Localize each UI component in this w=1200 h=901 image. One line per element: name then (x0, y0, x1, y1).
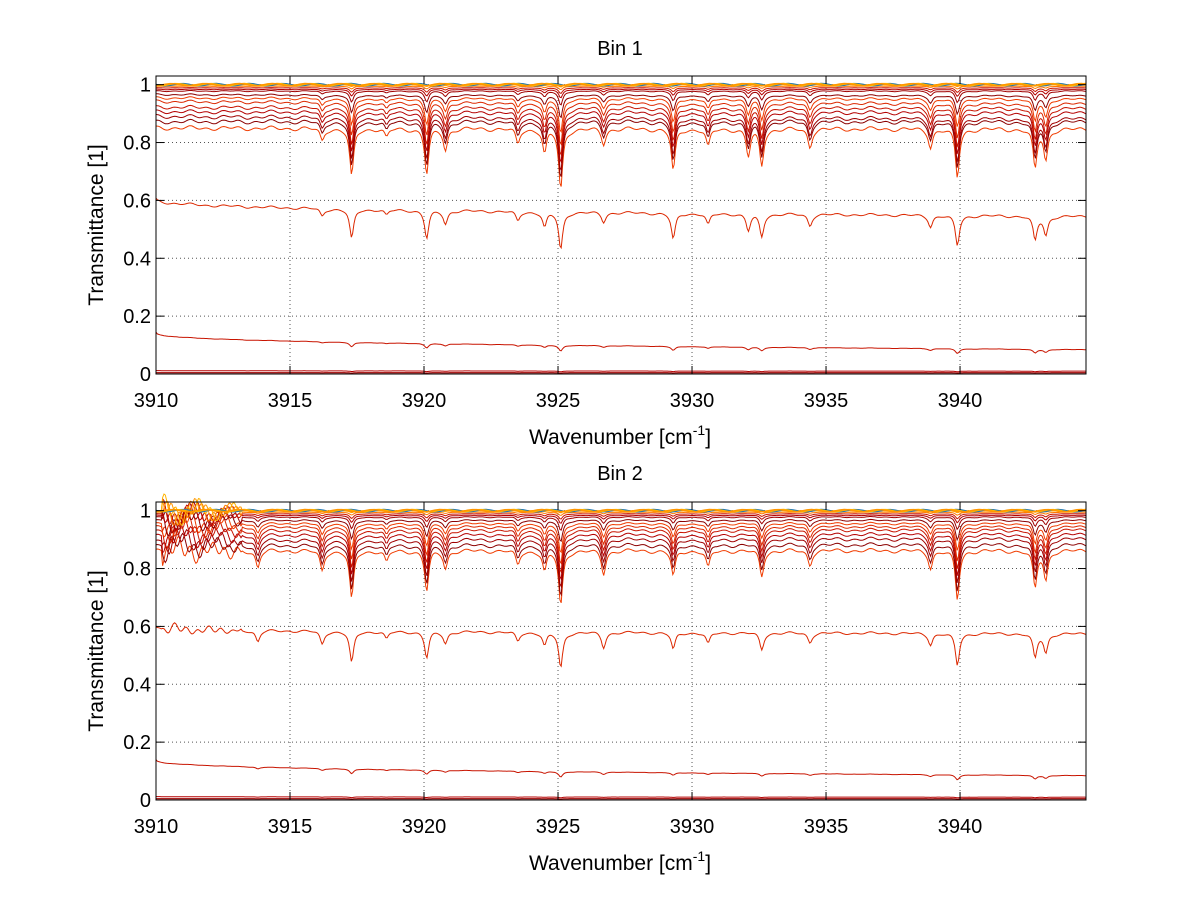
spectrum-series-line (155, 511, 1087, 565)
spectrum-series-line (155, 87, 1086, 94)
spectrum-series-line (155, 96, 1087, 134)
spectrum-series-line (155, 796, 1087, 799)
x-tick-label: 3940 (938, 390, 983, 412)
spectrum-series-line (156, 372, 1086, 374)
spectrum-series-line (155, 515, 1087, 574)
spectrum-series-line (156, 501, 1087, 532)
panel-2-title: Bin 2 (597, 463, 643, 485)
y-tick-label: 1 (140, 75, 151, 97)
spectrum-series-line (156, 109, 1087, 164)
spectrum-series-line (156, 798, 1086, 800)
spectrum-top-line (155, 82, 1087, 87)
panel-bin-2: Bin 2 3910 3915 3920 3925 3930 3935 3940 0 0.2 0.… (85, 463, 1087, 875)
x-tick-label: 3925 (536, 816, 581, 838)
y-tick-label: 0.6 (123, 190, 151, 212)
spectrum-series-line (155, 532, 1087, 597)
spectrum-series-line (155, 99, 1087, 146)
y-tick-label: 0 (140, 364, 151, 386)
spectrum-series-line (155, 113, 1087, 171)
x-tick-label: 3925 (536, 390, 581, 412)
panel-1-y-axis-label: Transmittance [1] (85, 144, 108, 305)
x-tick-label: 3935 (804, 390, 849, 412)
x-tick-label: 3930 (670, 816, 715, 838)
spectrum-series-line (156, 88, 1087, 99)
spectrum-series-line (155, 527, 1087, 589)
y-tick-label: 0.4 (123, 674, 151, 696)
y-tick-label: 0.2 (123, 732, 151, 754)
spectrum-series-line (155, 370, 1087, 373)
y-tick-label: 0.6 (123, 616, 151, 638)
spectrum-series-line (155, 331, 1087, 355)
y-tick-label: 0.8 (123, 133, 151, 155)
spectrum-series-line (155, 521, 1087, 581)
y-tick-label: 0 (140, 790, 151, 812)
spectrum-series-line (155, 104, 1087, 157)
spectrum-series-line (155, 535, 1087, 604)
x-tick-label: 3940 (938, 816, 983, 838)
spectrum-series-line (155, 502, 1087, 534)
panel-1-title: Bin 1 (597, 38, 643, 60)
y-tick-label: 0.2 (123, 306, 151, 328)
panel-1-axes-box (155, 75, 1087, 375)
spectrum-series-line (156, 85, 1086, 91)
x-tick-label: 3915 (268, 390, 313, 412)
spectrum-series-line (155, 93, 1087, 119)
panel-2-y-axis-label: Transmittance [1] (85, 570, 108, 731)
x-tick-label: 3915 (268, 816, 313, 838)
panel-1-x-axis-label: Wavenumber [cm-1] (529, 422, 711, 449)
panel-bin-1: Bin 1 3910 3915 3920 3925 3930 3935 3940 0 0.2 0.… (85, 38, 1087, 449)
x-tick-label: 3920 (402, 816, 447, 838)
spectrum-series-line (155, 510, 1087, 554)
x-tick-label: 3930 (670, 390, 715, 412)
spectrum-series-line (155, 118, 1087, 177)
x-tick-label: 3935 (804, 816, 849, 838)
spectrum-series-line (155, 506, 1087, 543)
spectrum-series-line (155, 622, 1087, 668)
panel-1-ticks: 3910 3915 3920 3925 3930 3935 3940 0 0.2 0.4 0.6 0.… (123, 75, 1086, 412)
y-tick-label: 0.8 (123, 559, 151, 581)
x-tick-label: 3910 (134, 816, 179, 838)
panel-2-axes-box (155, 501, 1087, 801)
panel-2-x-axis-label: Wavenumber [cm-1] (529, 848, 711, 875)
y-tick-label: 0.4 (123, 248, 151, 270)
x-tick-label: 3920 (402, 390, 447, 412)
spectrum-series-line (155, 125, 1087, 187)
x-tick-label: 3910 (134, 390, 179, 412)
spectrum-top-line (155, 508, 1087, 513)
spectrum-series-line (155, 759, 1087, 781)
y-tick-label: 1 (140, 501, 151, 523)
spectrum-series-line (155, 497, 1086, 528)
panel-2-ticks: 3910 3915 3920 3925 3930 3935 3940 0 0.2 0.4 0.6 0.… (123, 501, 1086, 838)
spectrum-series-line (156, 500, 1086, 526)
spectrum-series-line (155, 90, 1087, 106)
spectrum-series-line (155, 197, 1087, 250)
